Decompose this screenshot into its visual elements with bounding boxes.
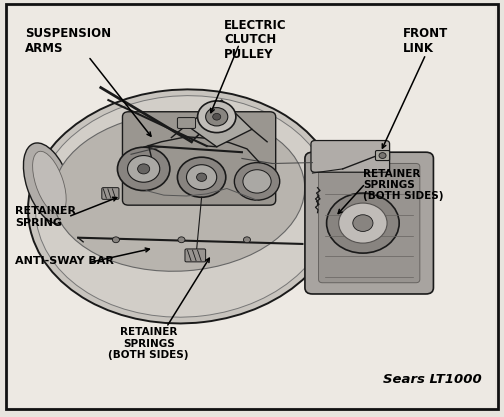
Circle shape	[353, 215, 373, 231]
Circle shape	[128, 156, 160, 182]
Text: SUSPENSION
ARMS: SUSPENSION ARMS	[25, 27, 111, 55]
FancyBboxPatch shape	[319, 163, 420, 283]
Circle shape	[186, 165, 217, 190]
Ellipse shape	[28, 89, 340, 324]
Polygon shape	[186, 100, 252, 147]
Circle shape	[177, 157, 226, 197]
Circle shape	[213, 113, 221, 120]
FancyBboxPatch shape	[102, 188, 119, 199]
Circle shape	[197, 173, 207, 181]
Text: FRONT
LINK: FRONT LINK	[403, 27, 449, 55]
Ellipse shape	[53, 112, 305, 271]
Text: RETAINER
SPRINGS
(BOTH SIDES): RETAINER SPRINGS (BOTH SIDES)	[108, 327, 189, 360]
Circle shape	[138, 164, 150, 174]
Text: RETAINER
SPRINGS
(BOTH SIDES): RETAINER SPRINGS (BOTH SIDES)	[363, 169, 444, 201]
Circle shape	[178, 237, 185, 243]
Circle shape	[243, 237, 250, 243]
FancyBboxPatch shape	[311, 141, 390, 172]
Text: Sears LT1000: Sears LT1000	[383, 373, 482, 386]
Ellipse shape	[33, 151, 66, 214]
Circle shape	[117, 147, 170, 191]
Circle shape	[206, 108, 228, 126]
Ellipse shape	[23, 143, 73, 224]
FancyBboxPatch shape	[177, 118, 196, 128]
FancyBboxPatch shape	[375, 151, 390, 161]
FancyBboxPatch shape	[305, 152, 433, 294]
Circle shape	[243, 170, 271, 193]
Ellipse shape	[36, 95, 332, 317]
FancyBboxPatch shape	[122, 112, 276, 205]
Text: RETAINER
SPRING: RETAINER SPRING	[15, 206, 76, 228]
Text: ELECTRIC
CLUTCH
PULLEY: ELECTRIC CLUTCH PULLEY	[224, 19, 287, 61]
Circle shape	[339, 203, 387, 243]
Circle shape	[198, 101, 236, 133]
Circle shape	[234, 163, 280, 200]
Circle shape	[112, 237, 119, 243]
Circle shape	[327, 193, 399, 253]
FancyBboxPatch shape	[185, 249, 206, 262]
Circle shape	[379, 153, 386, 158]
Text: ANTI-SWAY BAR: ANTI-SWAY BAR	[15, 256, 114, 266]
